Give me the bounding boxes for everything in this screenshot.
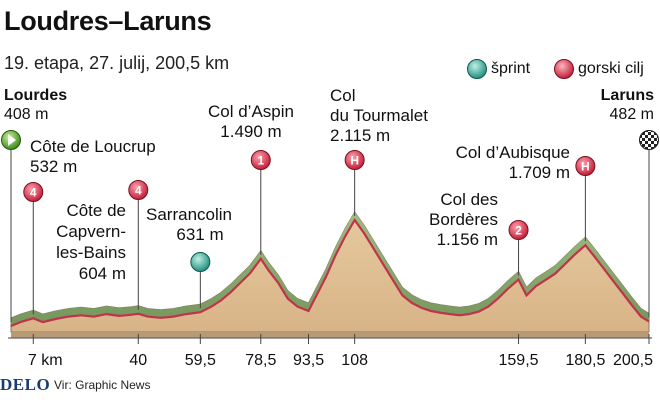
badge-category-aspin: 1 — [257, 154, 264, 168]
label-sarrancolin: Sarrancolin 631 m — [146, 205, 232, 244]
ridge-band — [11, 212, 649, 326]
finish-elevation: 482 m — [609, 106, 654, 123]
marker-sarrancolin — [190, 252, 211, 272]
tick-label: 159,5 — [498, 352, 539, 369]
badge-category-loucrup: 4 — [30, 186, 37, 200]
finish-flag-icon — [639, 130, 659, 150]
climb-badge-tourmalet — [344, 150, 365, 170]
climb-badge-borderes — [508, 220, 529, 240]
marker-tourmalet: H — [344, 150, 365, 170]
marker-aspin: 1 — [250, 150, 271, 170]
climb-legend-icon — [554, 59, 574, 79]
badge-category-tourmalet: H — [350, 154, 359, 168]
start-name: Lourdes — [4, 87, 68, 104]
badge-category-borderes: 2 — [515, 224, 522, 238]
badge-category-capvern: 4 — [135, 184, 142, 198]
tick-label: 59,5 — [184, 352, 216, 369]
sprint-legend-icon — [467, 59, 487, 79]
label-capvern: Côte de Capvern-les-Bains 604 m — [56, 201, 126, 283]
marker-capvern: 4 — [128, 180, 149, 200]
page-subtitle: 19. etapa, 27. julij, 200,5 km — [4, 53, 230, 73]
marker-lines-layer — [10, 140, 650, 322]
climb-legend-label: gorski cilj — [578, 60, 644, 77]
tick-label: 200,5 — [612, 352, 654, 369]
label-aubisque: Col d’Aubisque 1.709 m — [455, 143, 570, 182]
tick-label: 108 — [341, 352, 369, 369]
profile-layer — [10, 211, 650, 338]
tick-label: 40 — [129, 352, 148, 369]
sprint-badge-sarrancolin — [190, 252, 211, 272]
label-aspin: Col d’Aspin 1.490 m — [208, 102, 294, 141]
tick-label: 180,5 — [565, 352, 606, 369]
profile-base — [11, 332, 649, 338]
marker-aubisque: H — [575, 156, 596, 176]
climb-badge-capvern — [128, 180, 149, 200]
ticks-layer — [32, 334, 650, 344]
badges-layer: 4 4 1 H 2 H — [1, 130, 659, 272]
road-line — [10, 217, 650, 328]
climb-badge-loucrup — [23, 182, 44, 202]
sprint-legend-label: šprint — [491, 60, 531, 77]
source-text: Vir: Graphic News — [54, 378, 151, 392]
badge-category-aubisque: H — [581, 160, 590, 174]
start-icon — [1, 130, 21, 150]
start-elevation: 408 m — [4, 106, 49, 123]
finish-name: Laruns — [600, 87, 654, 104]
tick-label: 93,5 — [292, 352, 325, 369]
marker-borderes: 2 — [508, 220, 529, 240]
page-title: Loudres–Laruns — [4, 6, 212, 36]
label-loucrup: Côte de Loucrup 532 m — [30, 137, 156, 176]
label-tourmalet: Col du Tourmalet 2.115 m — [330, 86, 428, 145]
label-borderes: Col des Bordères 1.156 m — [429, 190, 498, 249]
delo-logo: DELO — [0, 375, 51, 394]
tick-label: 7 km — [27, 352, 63, 369]
climb-badge-aspin — [250, 150, 271, 170]
climb-badge-aubisque — [575, 156, 596, 176]
tick-label: 78,5 — [245, 352, 277, 369]
marker-loucrup: 4 — [23, 182, 44, 202]
